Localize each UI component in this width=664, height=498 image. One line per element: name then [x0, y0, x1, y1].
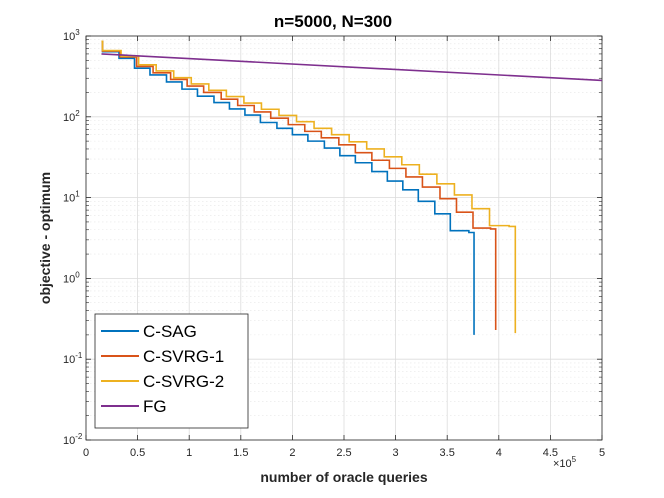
y-tick-labels: 10-2 10-1 100 101 102 103 — [63, 28, 83, 447]
x-tick-label: 0 — [83, 447, 89, 459]
x-tick-label: 5 — [599, 447, 605, 459]
x-tick-label: 2.5 — [336, 447, 351, 459]
y-tick-label: 103 — [63, 28, 80, 43]
x-tick-label: 2 — [289, 447, 295, 459]
x-axis-multiplier: ×105 — [553, 455, 577, 470]
legend-label-c-svrg-2: C-SVRG-2 — [143, 372, 224, 391]
chart-title: n=5000, N=300 — [274, 12, 392, 31]
x-tick-labels: 0 0.5 1 1.5 2 2.5 3 3.5 4 4.5 5 — [83, 447, 605, 459]
legend-label-fg: FG — [143, 397, 167, 416]
y-tick-label: 10-2 — [63, 432, 83, 447]
y-tick-label: 100 — [63, 270, 80, 285]
x-tick-label: 0.5 — [130, 447, 145, 459]
series-line-c-svrg-1 — [101, 40, 497, 330]
y-tick-label: 102 — [63, 109, 80, 124]
y-axis-label: objective - optimum — [37, 172, 53, 304]
x-tick-label: 3.5 — [440, 447, 455, 459]
x-tick-label: 3 — [393, 447, 399, 459]
x-axis-label: number of oracle queries — [260, 469, 427, 485]
y-tick-label: 10-1 — [63, 351, 83, 366]
series-line-c-svrg-2 — [101, 40, 517, 334]
y-tick-label: 101 — [63, 190, 80, 205]
series-lines — [101, 40, 603, 335]
x-tick-label: 4.5 — [543, 447, 558, 459]
axis-ticks — [85, 35, 603, 441]
legend-label-c-sag: C-SAG — [143, 322, 197, 341]
x-tick-label: 1.5 — [233, 447, 248, 459]
legend-box — [94, 313, 249, 429]
legend-label-c-svrg-1: C-SVRG-1 — [143, 347, 224, 366]
x-tick-label: 4 — [496, 447, 502, 459]
series-line-c-sag — [101, 40, 475, 335]
legend: C-SAG C-SVRG-1 C-SVRG-2 FG — [94, 313, 249, 429]
series-line-fg — [101, 53, 603, 82]
x-tick-label: 1 — [186, 447, 192, 459]
